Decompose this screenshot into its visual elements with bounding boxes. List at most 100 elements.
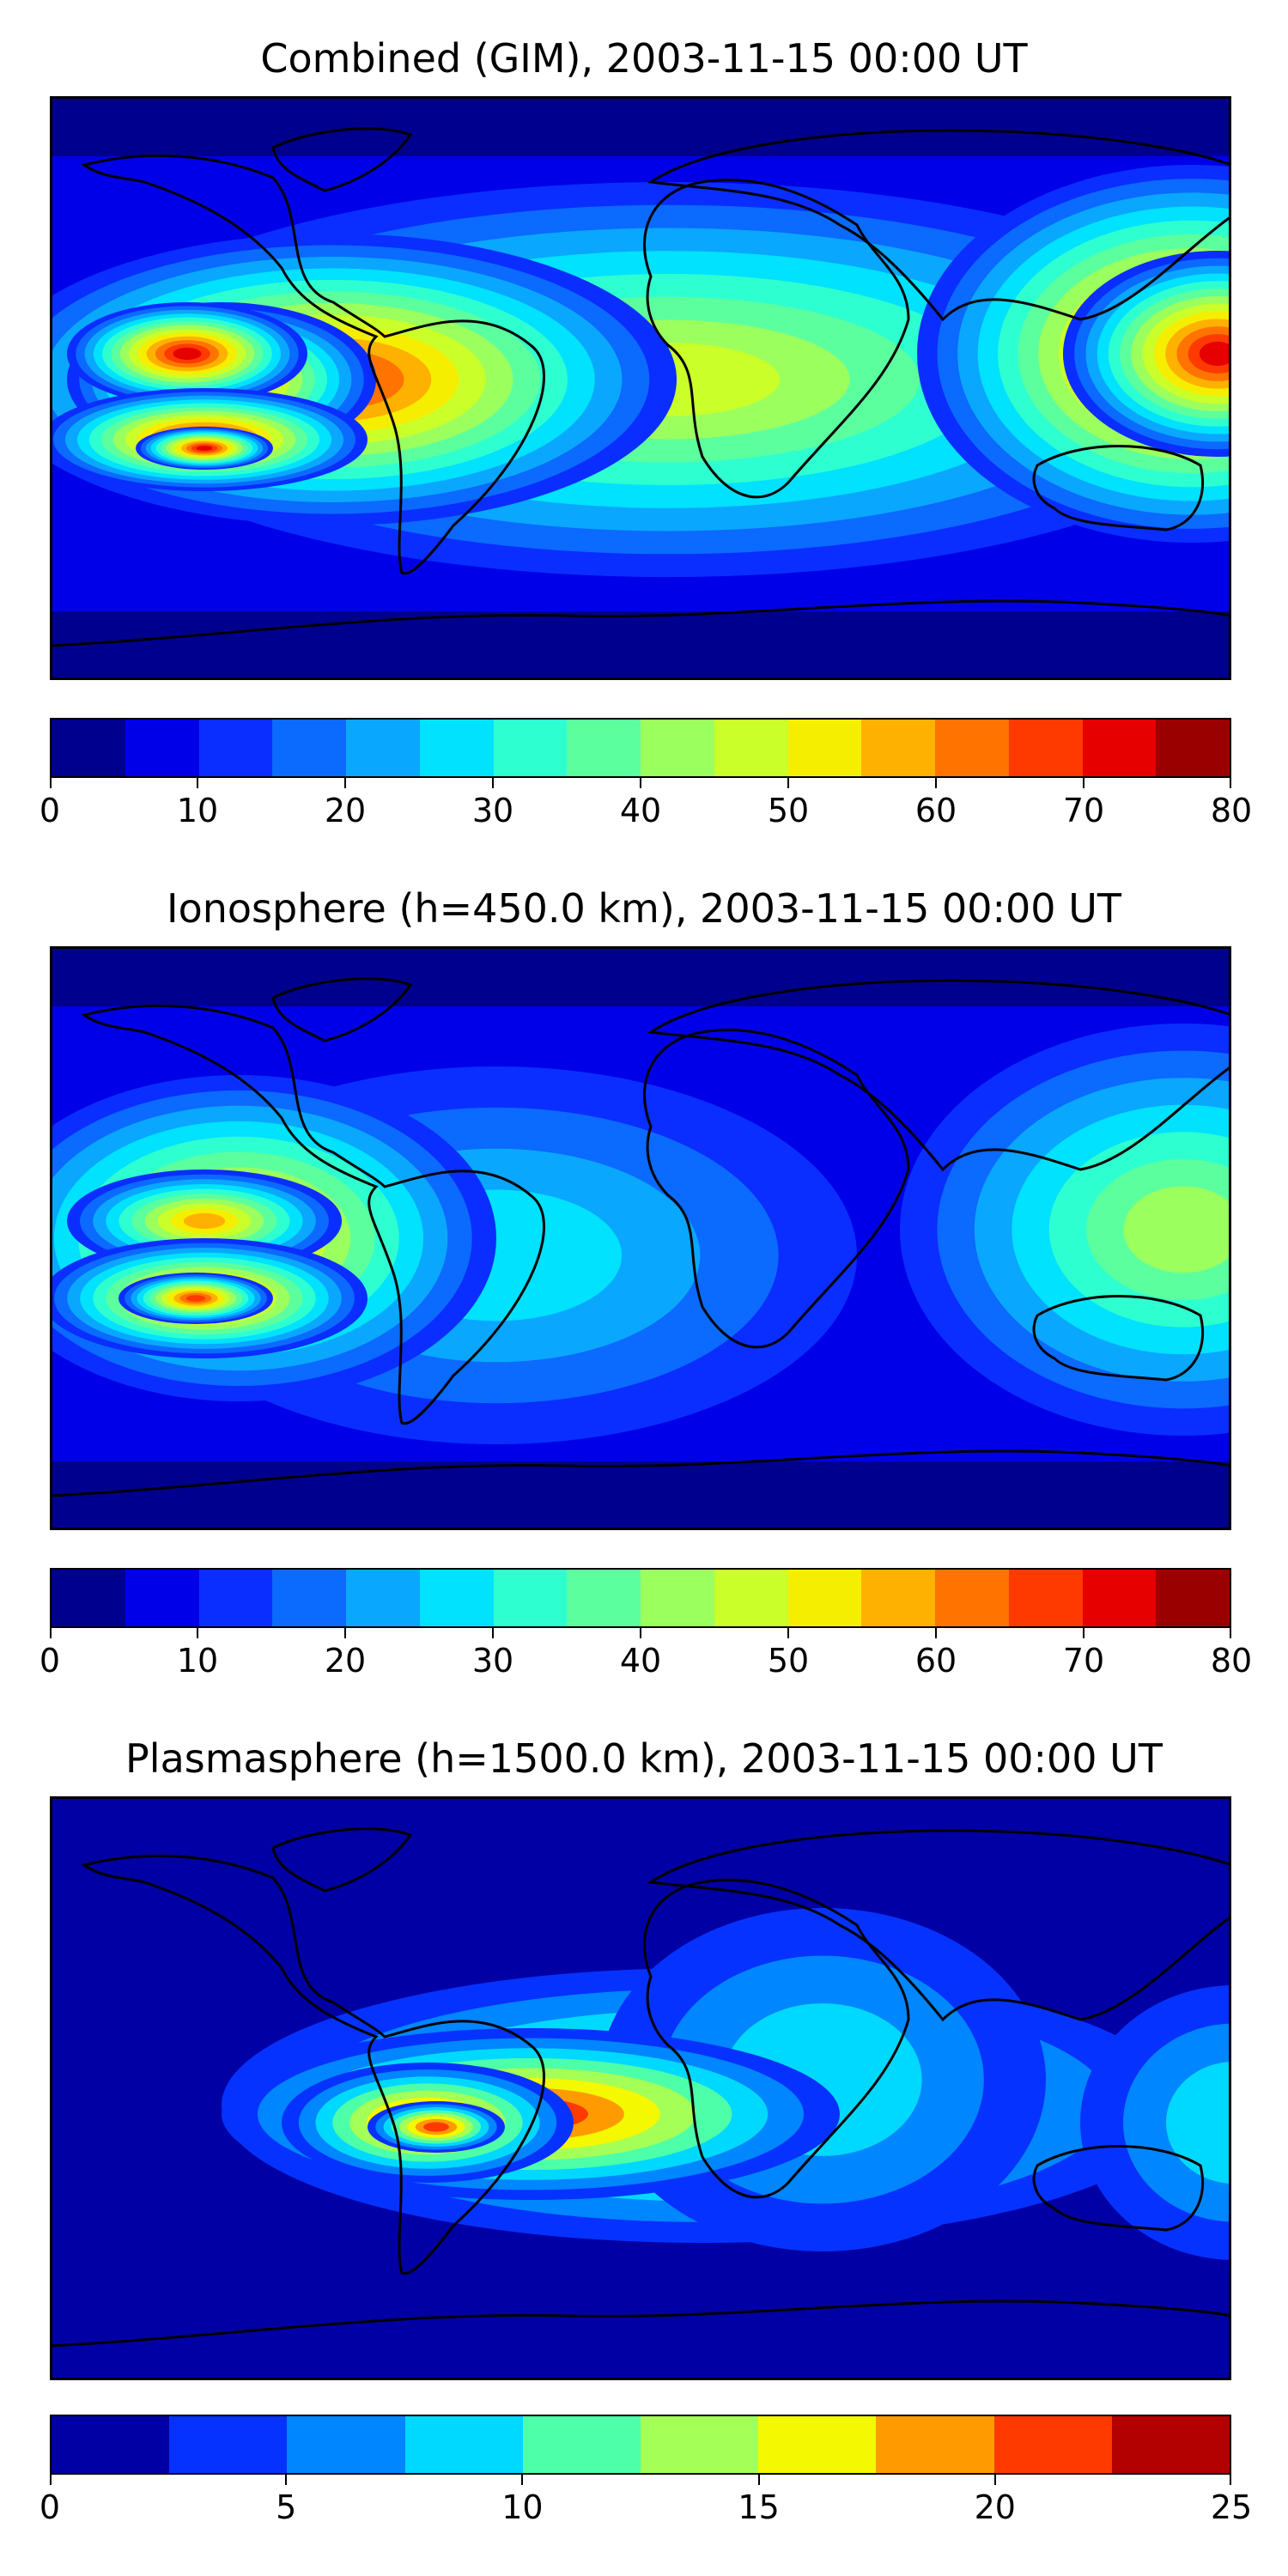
- colorbar-segment: [935, 720, 1009, 776]
- coastline: [50, 2300, 1231, 2348]
- panel-title: Combined (GIM), 2003-11-15 00:00 UT: [260, 35, 1028, 82]
- coastline: [271, 1827, 413, 1893]
- colorbar-segment: [404, 2416, 523, 2473]
- coastline: [643, 1029, 910, 1349]
- colorbar-segment: [125, 1570, 199, 1626]
- polar-band: [50, 946, 1231, 1006]
- colorbar-tick: [50, 2475, 52, 2485]
- colorbar-tick: [757, 2475, 760, 2485]
- colorbar-segment: [346, 1570, 420, 1626]
- colorbar-tick-label: 60: [914, 792, 957, 829]
- colorbar-segment: [714, 1570, 788, 1626]
- colorbar-tick-label: 10: [176, 1642, 219, 1680]
- colorbar-tick-label: 0: [39, 792, 61, 829]
- coastline: [647, 129, 1231, 322]
- colorbar-strip: [50, 718, 1231, 778]
- tec-contour-level: [196, 446, 213, 451]
- colorbar-tick: [1083, 1628, 1084, 1638]
- colorbar-tick: [993, 2475, 996, 2485]
- colorbar-tick: [285, 2475, 288, 2485]
- coastline: [643, 1879, 910, 2199]
- colorbar-tick-label: 0: [39, 2488, 61, 2526]
- colorbar-segment: [935, 1570, 1009, 1626]
- polar-band: [50, 96, 1231, 156]
- combined-tec-map: [50, 96, 1231, 680]
- colorbar-tick-label: 80: [1210, 792, 1253, 829]
- coastline: [81, 1004, 545, 1425]
- colorbar-ionosphere: 0 10 20 30 40 50 60 70 80: [39, 1568, 1252, 1680]
- colorbar-segment: [287, 2416, 405, 2473]
- colorbar-segment: [346, 720, 420, 776]
- colorbar-plasmasphere: 0 5 10 15 20 25: [39, 2415, 1252, 2526]
- colorbar-tick-label: 30: [471, 1642, 514, 1680]
- colorbar-segment: [876, 2416, 994, 2473]
- colorbar-segment: [52, 2416, 170, 2473]
- colorbar-segment: [567, 1570, 641, 1626]
- colorbar-segment: [1008, 1570, 1083, 1626]
- polar-band: [50, 1461, 1231, 1530]
- colorbar-segment: [1156, 720, 1230, 776]
- colorbar-segment: [758, 2416, 877, 2473]
- coastline: [1032, 2145, 1205, 2232]
- coastline: [271, 977, 413, 1042]
- colorbar-tick: [1230, 778, 1231, 788]
- colorbar-tick: [787, 778, 789, 788]
- coastline: [81, 1854, 545, 2275]
- colorbar-tick-label: 40: [619, 1642, 662, 1680]
- colorbar-segment: [52, 1570, 125, 1626]
- colorbar-segment: [125, 720, 199, 776]
- colorbar-tick-label: 25: [1210, 2488, 1253, 2526]
- colorbar-tick: [935, 1628, 937, 1638]
- coastline: [1032, 1295, 1205, 1382]
- colorbar-segment: [198, 1570, 273, 1626]
- colorbar-tick-label: 20: [324, 792, 367, 829]
- colorbar-tick: [640, 1628, 641, 1638]
- polar-band: [50, 1796, 1231, 1856]
- colorbar-tick-label: 20: [324, 1642, 367, 1680]
- colorbar-tick-label: 40: [619, 792, 662, 829]
- colorbar-segment: [993, 2416, 1112, 2473]
- colorbar-segment: [419, 720, 494, 776]
- colorbar-tick: [492, 778, 494, 788]
- coastline: [50, 1449, 1231, 1498]
- colorbar-segment: [1156, 1570, 1230, 1626]
- tec-contour-level: [185, 1295, 206, 1302]
- map-frame: [50, 1796, 1231, 2380]
- colorbar-tick-label: 70: [1062, 1642, 1105, 1680]
- colorbar-segment: [493, 1570, 568, 1626]
- coastline: [271, 127, 413, 192]
- colorbar-segment: [714, 720, 788, 776]
- colorbar-segment: [861, 1570, 935, 1626]
- colorbar-tick: [640, 778, 641, 788]
- colorbar-segment: [861, 720, 935, 776]
- polar-band: [50, 611, 1231, 680]
- colorbar-tick: [787, 1628, 789, 1638]
- coastline: [647, 1829, 1231, 2022]
- colorbar-tick: [492, 1628, 494, 1638]
- colorbar-strip: [50, 2415, 1231, 2475]
- colorbar-tick-label: 50: [767, 792, 810, 829]
- colorbar-tick-label: 30: [471, 792, 514, 829]
- colorbar-tick-label: 15: [738, 2488, 780, 2526]
- colorbar-segment: [522, 2416, 641, 2473]
- colorbar-segment: [1008, 720, 1083, 776]
- colorbar-segment: [419, 1570, 494, 1626]
- colorbar-segment: [641, 720, 714, 776]
- panel-title: Ionosphere (h=450.0 km), 2003-11-15 00:0…: [167, 885, 1121, 932]
- colorbar-segment: [787, 1570, 862, 1626]
- colorbar-tick-label: 80: [1210, 1642, 1253, 1680]
- colorbar-segment: [567, 720, 641, 776]
- colorbar-tick-label: 10: [501, 2488, 544, 2526]
- colorbar-tick-label: 20: [974, 2488, 1016, 2526]
- colorbar-tick: [50, 1628, 52, 1638]
- colorbar-segment: [198, 720, 273, 776]
- tec-contour-level: [1166, 2062, 1231, 2184]
- colorbar-tick-label: 0: [39, 1642, 61, 1680]
- map-frame: [50, 96, 1231, 680]
- colorbar-tick: [344, 778, 346, 788]
- coastline: [643, 179, 910, 499]
- colorbar-tick-label: 5: [276, 2488, 297, 2526]
- coastline: [647, 979, 1231, 1172]
- colorbar-tick: [197, 1628, 198, 1638]
- ionosphere-tec-map: [50, 946, 1231, 1530]
